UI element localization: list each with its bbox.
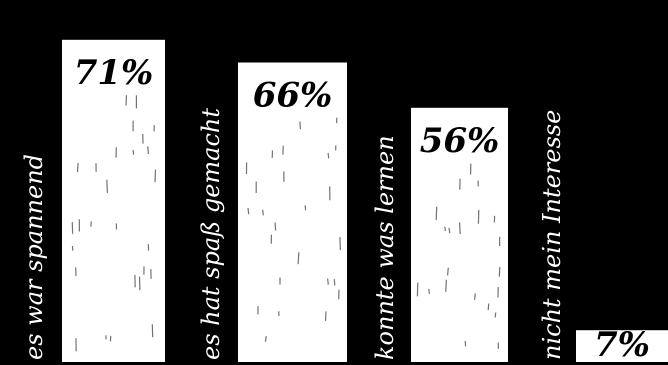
bar-es-war-spannend [62,39,165,363]
bar-group-2: 66% es hat spaß gemacht [197,62,347,362]
chalk-scratch [448,227,451,234]
bar-group-4: 7% nicht mein Interesse [538,110,668,365]
chalk-texture [71,95,501,352]
chalk-scratch [299,121,301,130]
value-label-nicht-mein-interesse: 7% [594,325,650,365]
category-label-es-war-spannend: es war spannend [20,154,48,360]
chalk-scratch [333,279,336,286]
bar-group-3: 56% konnte was lernen [371,107,508,362]
chalk-scratch [339,236,341,251]
category-label-nicht-mein-interesse: nicht mein Interesse [538,110,566,360]
chalk-scratch [487,303,490,311]
chalk-scratch [147,146,149,154]
chalk-scratch [327,278,329,285]
value-label-es-war-spannend: 71% [74,53,154,93]
chalk-scratch [324,311,327,321]
value-label-es-hat-spass-gemacht: 66% [253,75,333,115]
chalk-scratch [125,95,128,106]
chalk-scratch [445,279,447,292]
bar-es-hat-spass-gemacht [238,62,347,362]
value-label-konnte-was-lernen: 56% [420,121,500,161]
chalk-scratch [474,293,476,300]
chalk-scratch [247,207,250,215]
chalk-scratch [428,288,430,294]
chalk-scratch [76,162,79,173]
chalk-scratch [447,267,449,276]
chalk-scratch [444,226,446,231]
chalk-scratch [459,222,461,235]
chalk-scratch [106,179,108,193]
chalk-scratch [154,169,157,183]
category-label-konnte-was-lernen: konnte was lernen [371,135,399,360]
chalk-scratch [264,336,267,342]
chalk-scratch [304,205,307,211]
chalk-scratch [435,206,438,221]
chalk-scratch [498,266,501,277]
chalk-scratch [297,252,300,265]
bar-konnte-was-lernen [411,107,508,362]
category-label-es-hat-spass-gemacht: es hat spaß gemacht [197,108,225,360]
chalk-scratch [262,209,264,216]
chalk-scratch [132,149,135,155]
bar-group-1: 71% es war spannend [20,39,165,363]
chalk-scratch [494,312,497,318]
chalk-scratch [274,222,277,231]
chalk-scratch [327,152,330,159]
bar-nicht-mein-interesse [576,330,668,362]
